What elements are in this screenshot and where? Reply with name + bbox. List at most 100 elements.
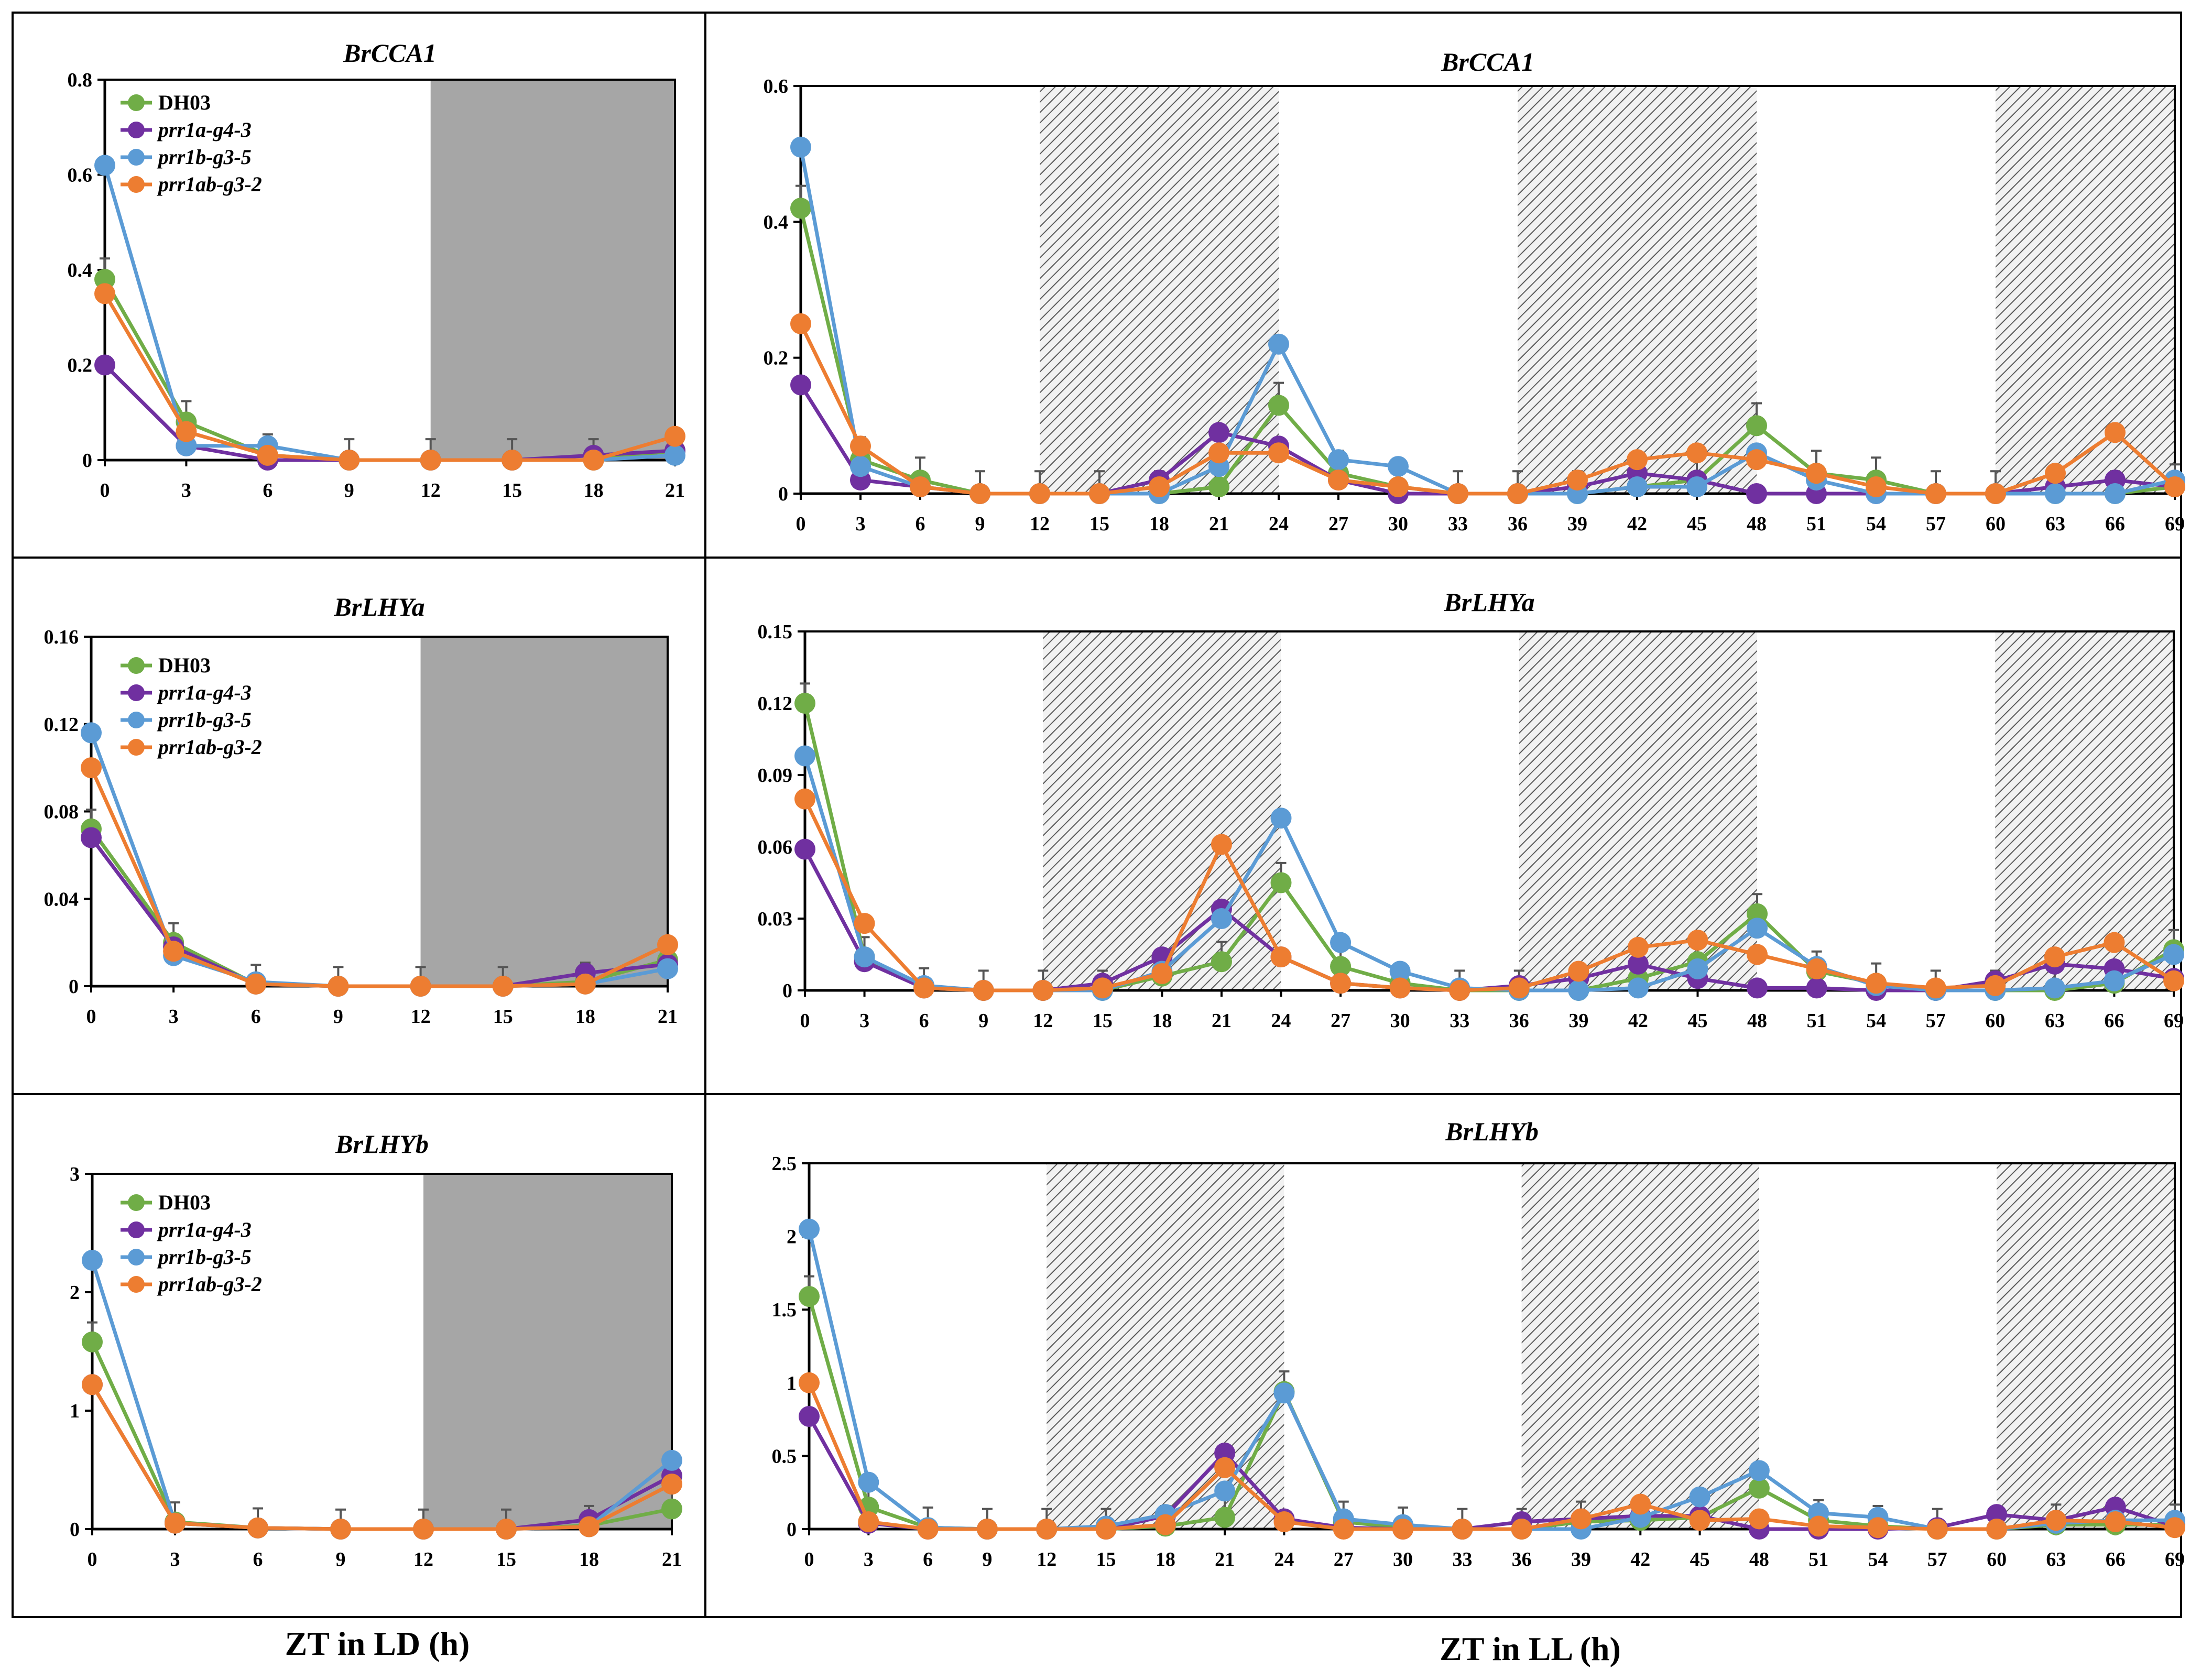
- data-point: [664, 426, 685, 447]
- x-tick-label: 0: [88, 1548, 97, 1570]
- x-tick-label: 45: [1687, 1010, 1707, 1032]
- data-point: [2045, 1510, 2067, 1531]
- data-point: [1627, 977, 1649, 999]
- x-tick-label: 63: [2046, 1548, 2066, 1570]
- data-point: [1149, 476, 1170, 498]
- series-line: [803, 755, 2175, 992]
- data-point: [1151, 963, 1173, 985]
- y-tick-label: 1.5: [772, 1299, 797, 1321]
- shaded-region: [423, 1174, 672, 1529]
- y-tick-label: 0.08: [44, 801, 79, 823]
- data-point: [81, 827, 102, 848]
- x-tick-label: 69: [2165, 1548, 2185, 1570]
- data-point: [790, 374, 811, 396]
- data-point: [1507, 483, 1528, 504]
- data-point: [1985, 975, 2006, 996]
- shaded-region: [1047, 1163, 1284, 1529]
- data-point: [81, 722, 102, 744]
- shaded-region: [1997, 1163, 2175, 1529]
- data-point: [1154, 1514, 1176, 1535]
- x-tick-label: 21: [1215, 1548, 1235, 1570]
- x-tick-label: 12: [1030, 513, 1050, 535]
- data-point: [2164, 1517, 2185, 1539]
- y-tick-label: 2.5: [772, 1153, 797, 1175]
- legend-label: DH03: [158, 91, 211, 114]
- data-point: [1866, 476, 1887, 498]
- series-line: [803, 848, 2174, 992]
- x-tick-label: 42: [1630, 1548, 1650, 1570]
- data-point: [1389, 977, 1411, 999]
- y-tick-label: 2: [787, 1226, 797, 1248]
- x-tick-label: 60: [1987, 1548, 2007, 1570]
- data-point: [790, 198, 811, 219]
- plot-area: [808, 1162, 2176, 1530]
- series-prr1ab-g3-2: [81, 757, 678, 997]
- series-line: [103, 292, 675, 462]
- panel-frame-ll-brlhyb: [704, 1093, 2182, 1618]
- series-prr1ab-g3-2: [799, 1372, 2185, 1540]
- y-tick-label: 0: [787, 1519, 797, 1541]
- data-point: [1268, 442, 1289, 464]
- legend-marker: [128, 1249, 145, 1266]
- x-tick-label: 36: [1509, 1010, 1529, 1032]
- data-point: [1330, 932, 1352, 953]
- y-tick-label: 0.03: [758, 908, 793, 930]
- data-point: [1273, 1511, 1295, 1533]
- plot-area: [800, 85, 2176, 495]
- x-tick-label: 18: [1156, 1548, 1175, 1570]
- y-tick-label: 0.4: [68, 259, 93, 281]
- data-point: [790, 136, 811, 158]
- data-point: [661, 1449, 682, 1471]
- data-point: [2163, 944, 2184, 965]
- x-tick-label: 42: [1627, 513, 1647, 535]
- x-tick-label: 15: [1096, 1548, 1116, 1570]
- x-tick-label: 39: [1567, 513, 1587, 535]
- legend-marker: [128, 1194, 145, 1211]
- x-tick-label: 60: [1985, 1010, 2005, 1032]
- series-line: [799, 323, 2176, 496]
- series-prr1ab-g3-2: [794, 788, 2184, 1001]
- data-point: [1747, 977, 1768, 999]
- data-point: [664, 444, 685, 466]
- data-point: [420, 450, 441, 471]
- series-prr1a-g4-3: [794, 838, 2184, 1001]
- data-point: [257, 444, 278, 466]
- legend-marker: [128, 739, 145, 756]
- data-point: [1806, 977, 1827, 999]
- data-point: [1268, 395, 1289, 416]
- y-tick-label: 0.12: [758, 693, 793, 715]
- y-tick-label: 0.6: [764, 75, 789, 97]
- data-point: [1748, 1460, 1770, 1481]
- x-tick-label: 3: [181, 479, 191, 501]
- data-point: [492, 976, 514, 997]
- x-tick-label: 27: [1331, 1010, 1350, 1032]
- series-line: [807, 1296, 2175, 1531]
- data-point: [917, 1519, 939, 1540]
- data-point: [163, 941, 184, 962]
- x-tick-label: 36: [1508, 513, 1528, 535]
- data-point: [1748, 1477, 1770, 1499]
- data-point: [661, 1474, 682, 1495]
- data-point: [1925, 977, 1946, 999]
- series-line: [803, 703, 2175, 992]
- x-tick-label: 15: [1089, 513, 1109, 535]
- x-tick-label: 45: [1690, 1548, 1710, 1570]
- data-point: [657, 934, 678, 955]
- x-tick-label: 12: [1033, 1010, 1053, 1032]
- shaded-region: [1521, 1163, 1759, 1529]
- x-tick-label: 0: [86, 1006, 96, 1028]
- y-tick-label: 1: [787, 1372, 797, 1394]
- y-tick-label: 0.04: [44, 888, 79, 910]
- x-tick-label: 63: [2045, 513, 2065, 535]
- data-point: [1388, 476, 1409, 498]
- data-point: [910, 476, 931, 498]
- x-tick-label: 9: [978, 1010, 988, 1032]
- series-line: [89, 767, 669, 988]
- data-point: [2105, 483, 2126, 504]
- y-tick-label: 0: [70, 1519, 80, 1541]
- data-point: [94, 354, 115, 376]
- x-tick-label: 18: [579, 1548, 599, 1570]
- x-tick-label: 48: [1747, 513, 1767, 535]
- data-point: [794, 745, 815, 767]
- x-tick-label: 33: [1450, 1010, 1469, 1032]
